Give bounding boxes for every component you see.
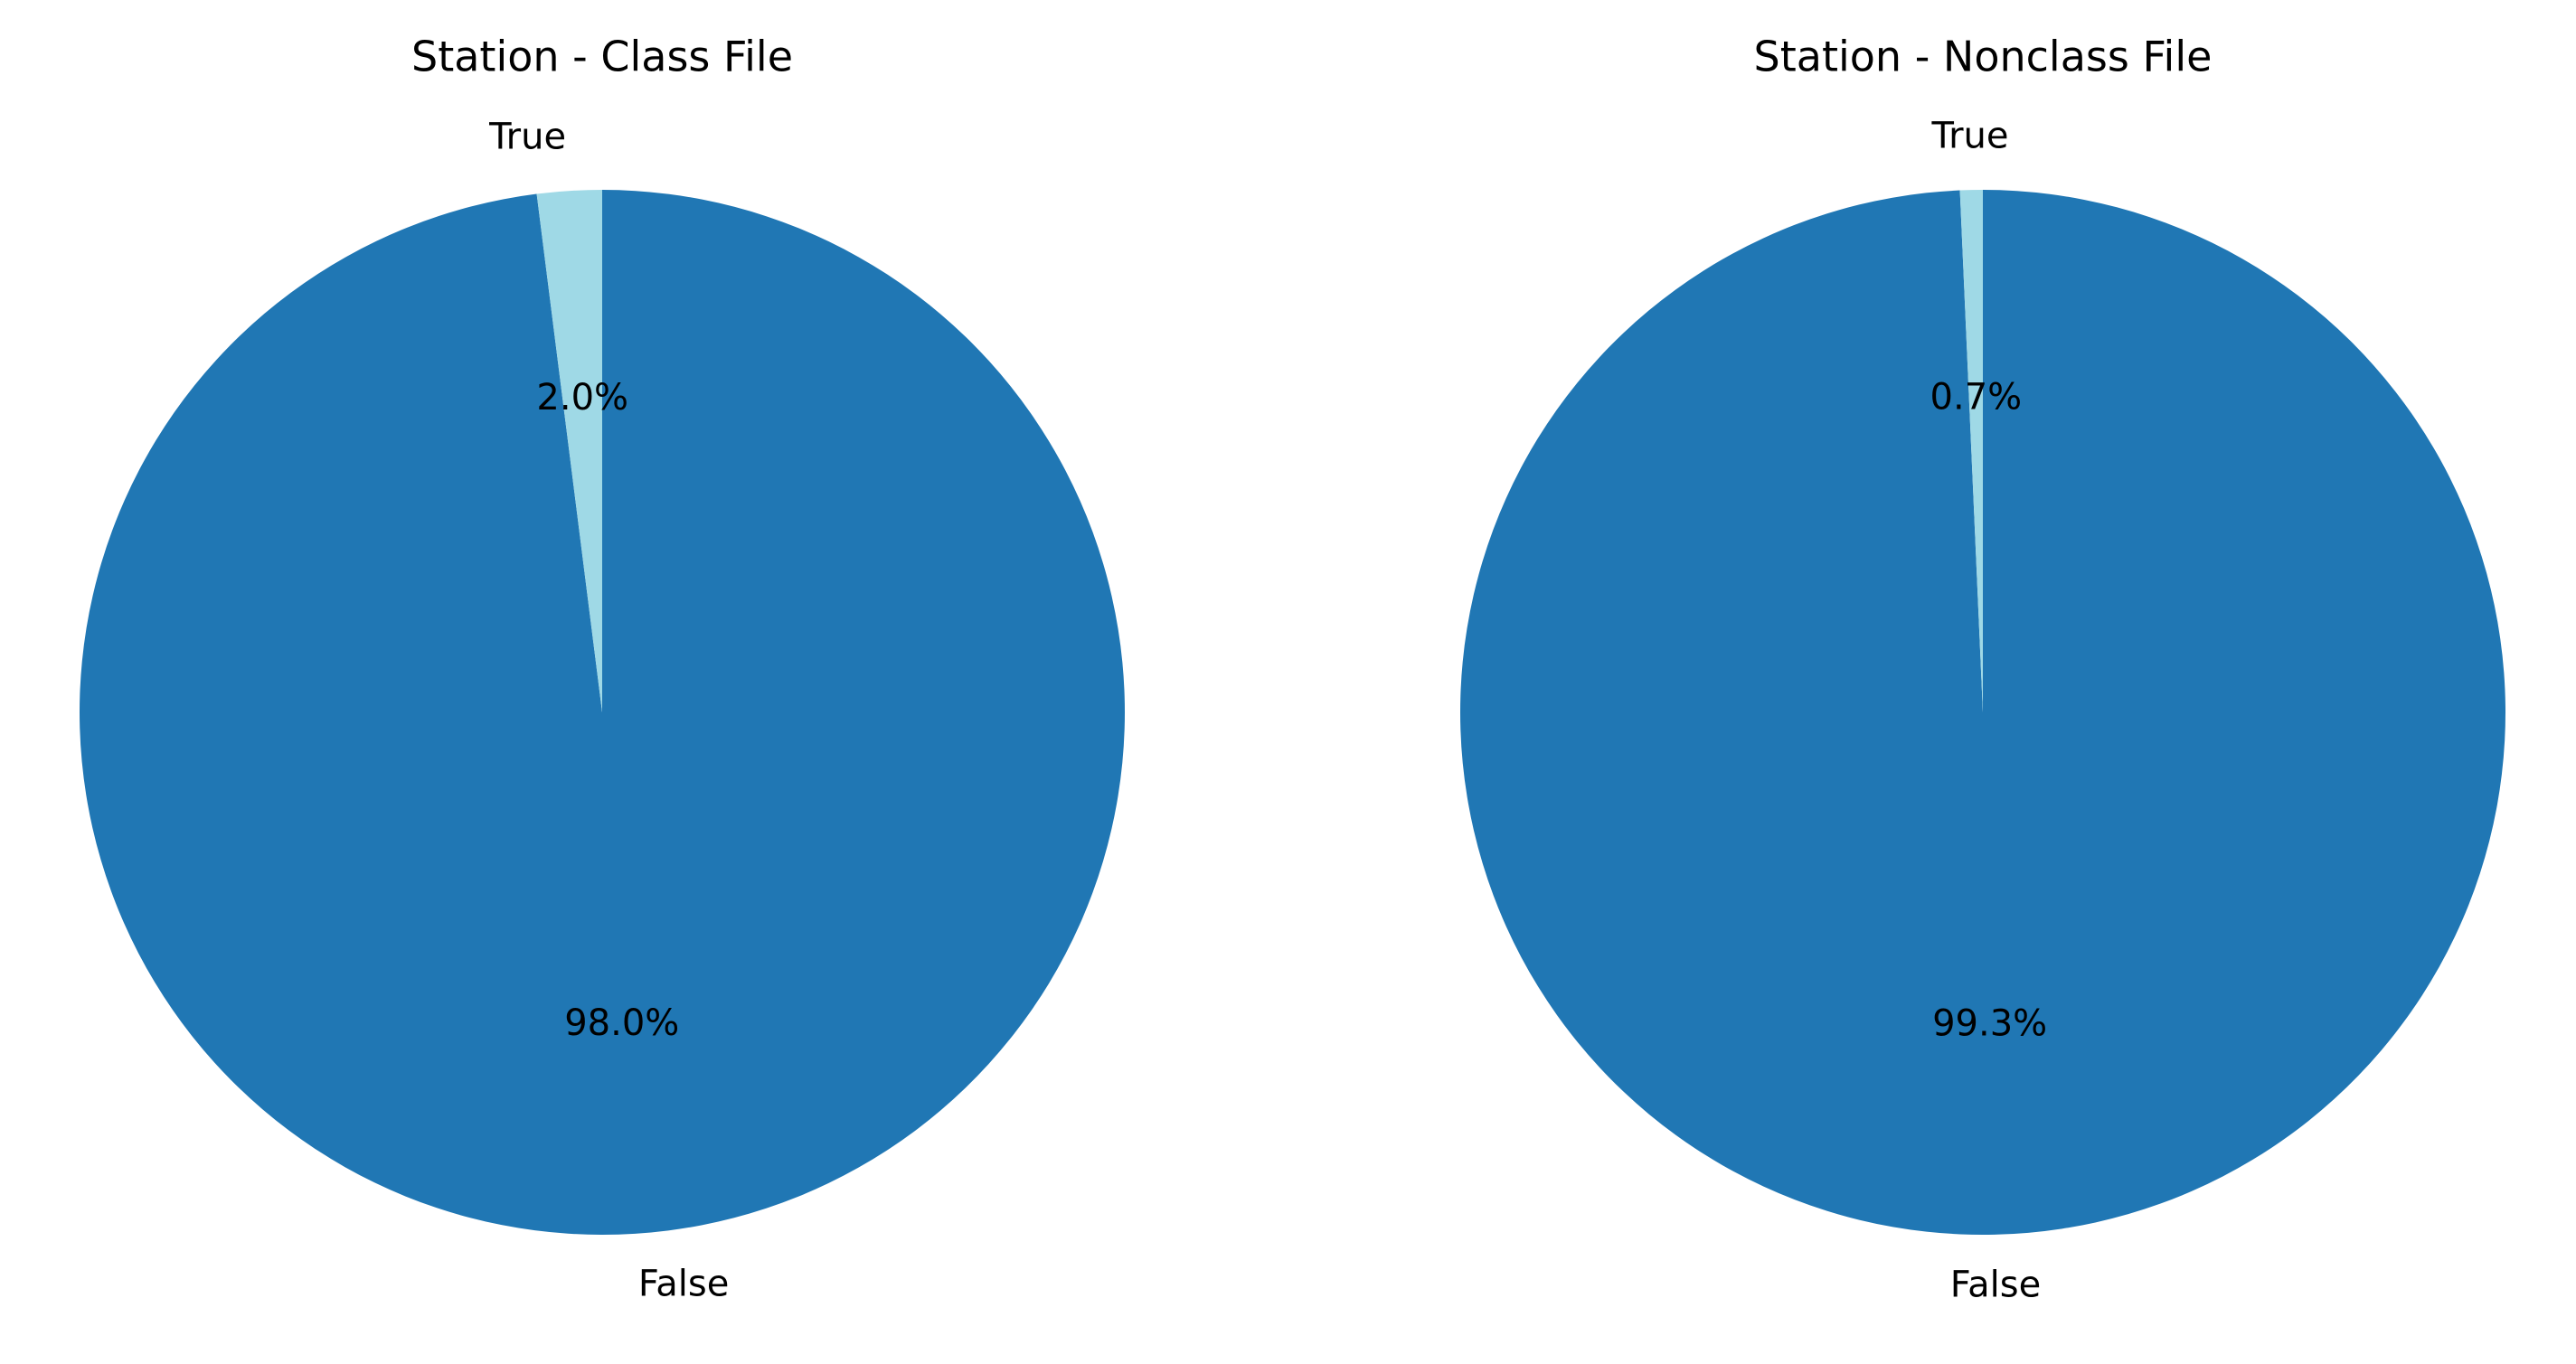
slice-percent-true: 0.7% <box>1930 376 2023 418</box>
pie-chart-nonclass-file: Station - Nonclass File False 99.3% True 0.7… <box>1460 33 2505 1306</box>
slice-percent-false: 99.3% <box>1932 1003 2047 1045</box>
slice-label-false: False <box>638 1264 729 1305</box>
chart-title: Station - Nonclass File <box>1754 33 2213 81</box>
slice-label-true: True <box>1931 115 2009 156</box>
slice-label-true: True <box>488 116 566 157</box>
pie-slice-false <box>80 190 1125 1235</box>
slice-percent-false: 98.0% <box>564 1002 679 1044</box>
pie-slice-true <box>1959 190 1983 712</box>
slice-percent-true: 2.0% <box>536 377 628 419</box>
pie-chart-class-file: Station - Class File False 98.0% True 2.0% <box>80 33 1125 1305</box>
slice-label-false: False <box>1950 1265 2041 1306</box>
pie-slice-true <box>536 190 602 712</box>
chart-title: Station - Class File <box>411 33 793 81</box>
